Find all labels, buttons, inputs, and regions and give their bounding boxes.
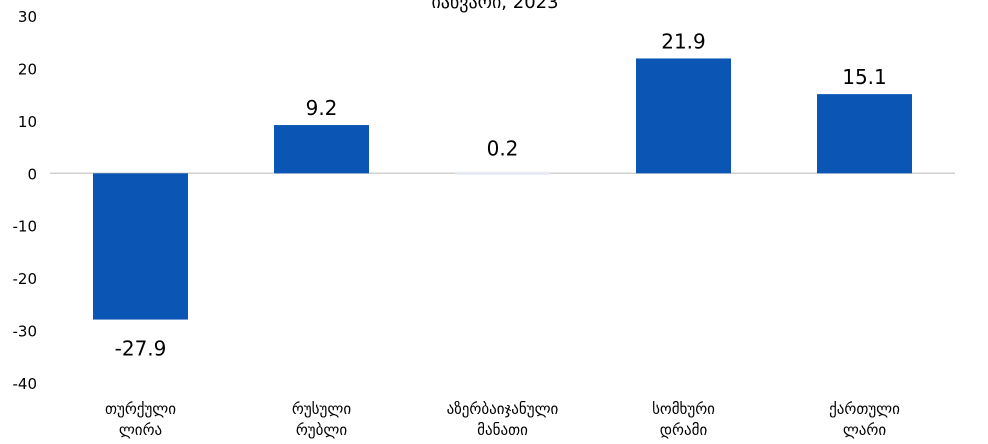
bars bbox=[93, 58, 912, 320]
x-tick-label: ლირა bbox=[119, 421, 162, 439]
data-label: 9.2 bbox=[306, 96, 338, 120]
y-tick-label: -20 bbox=[13, 270, 38, 288]
y-tick-label: 10 bbox=[18, 113, 37, 131]
bar bbox=[274, 125, 369, 174]
y-tick-label: 20 bbox=[18, 60, 37, 78]
y-tick-label: -10 bbox=[13, 218, 38, 236]
x-tick-label: რუსული bbox=[292, 400, 351, 418]
x-tick-label: მანათი bbox=[477, 421, 528, 439]
x-tick-label: თურქული bbox=[105, 400, 176, 418]
y-tick-label: -40 bbox=[13, 375, 38, 393]
y-tick-label: 0 bbox=[27, 165, 37, 183]
x-tick-label: სომხური bbox=[652, 400, 715, 418]
x-tick-label: აზერბაიჯანული bbox=[447, 400, 559, 418]
bar bbox=[93, 173, 188, 320]
data-label: 0.2 bbox=[487, 136, 519, 160]
data-label: 15.1 bbox=[842, 65, 887, 89]
x-tick-label: დრამი bbox=[660, 421, 708, 439]
bar bbox=[455, 171, 550, 175]
bar bbox=[636, 58, 731, 174]
data-labels: -27.9 9.2 0.2 21.9 15.1 bbox=[115, 29, 887, 360]
y-axis: 30 20 10 0 -10 -20 -30 -40 bbox=[13, 8, 38, 393]
x-tick-label: რუბლი bbox=[296, 421, 348, 439]
data-label: 21.9 bbox=[661, 29, 706, 53]
x-tick-label: ქართული bbox=[829, 400, 900, 418]
y-tick-label: 30 bbox=[18, 8, 37, 26]
y-tick-label: -30 bbox=[13, 323, 38, 341]
bar bbox=[817, 94, 912, 174]
x-tick-label: ლარი bbox=[843, 421, 887, 439]
chart-title: იანვარი, 2023 bbox=[431, 0, 558, 13]
data-label: -27.9 bbox=[115, 337, 167, 361]
x-axis: თურქული ლირა რუსული რუბლი აზერბაიჯანული მანათ… bbox=[105, 400, 900, 439]
